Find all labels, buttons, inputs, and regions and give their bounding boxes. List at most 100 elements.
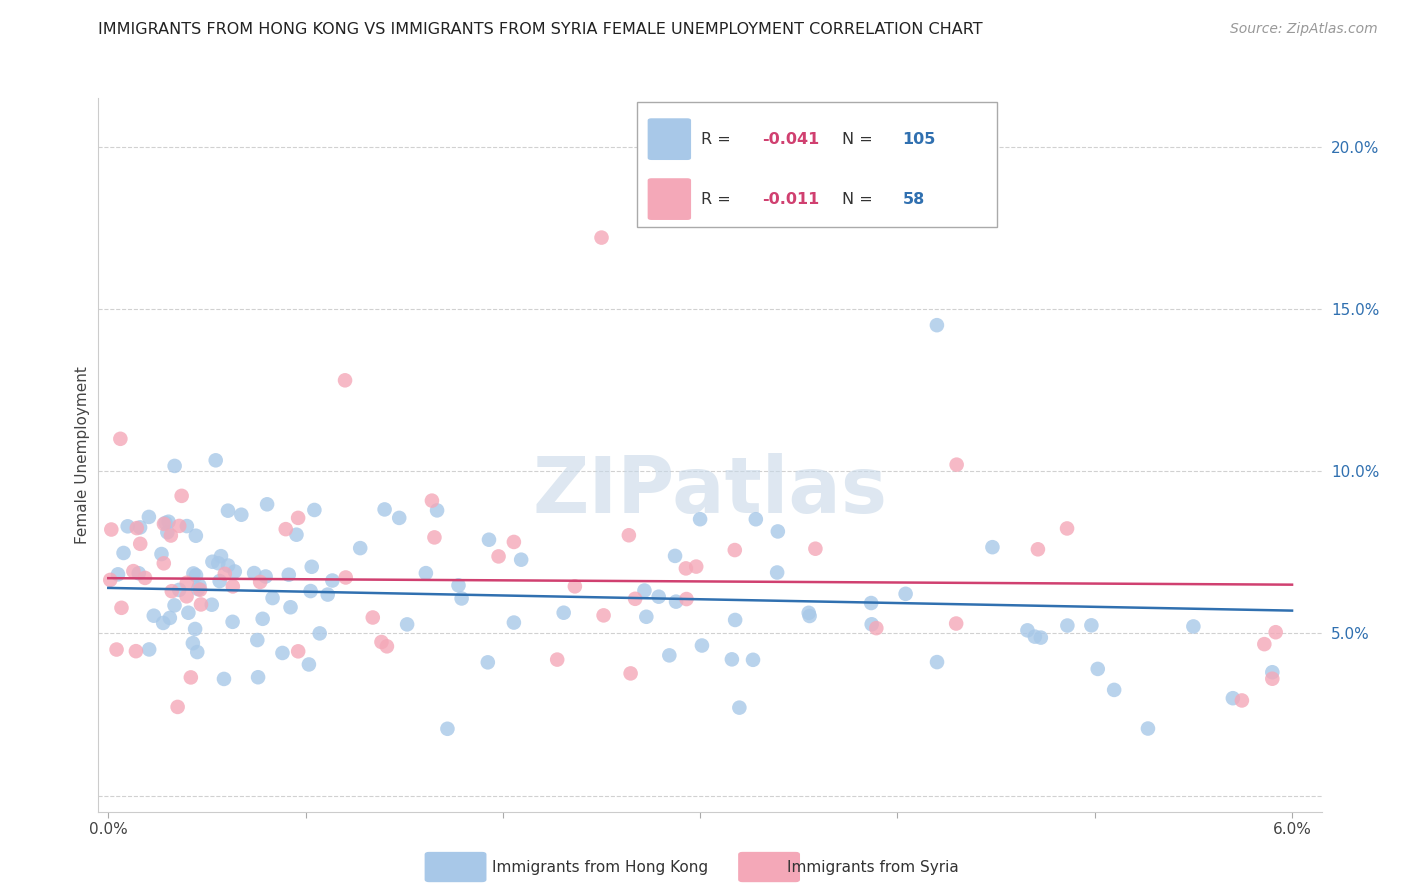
Immigrants from Hong Kong (553, 606, 575, 620)
Immigrants from Syria (134, 571, 156, 585)
Immigrants from Hong Kong (1056, 618, 1078, 632)
Immigrants from Hong Kong (184, 529, 207, 543)
Immigrants from Syria (675, 561, 697, 575)
Immigrants from Hong Kong (254, 569, 277, 583)
Text: Source: ZipAtlas.com: Source: ZipAtlas.com (1230, 22, 1378, 37)
Immigrants from Syria (624, 591, 647, 606)
Immigrants from Hong Kong (138, 510, 160, 524)
Immigrants from Hong Kong (231, 508, 253, 522)
Immigrants from Hong Kong (128, 566, 150, 581)
Immigrants from Hong Kong (271, 646, 294, 660)
Immigrants from Hong Kong (742, 653, 765, 667)
Immigrants from Syria (188, 582, 211, 597)
Immigrants from Hong Kong (186, 645, 208, 659)
Text: ZIPatlas: ZIPatlas (533, 452, 887, 529)
Immigrants from Syria (592, 608, 614, 623)
Immigrants from Hong Kong (262, 591, 284, 605)
Immigrants from Hong Kong (246, 633, 269, 648)
Immigrants from Hong Kong (142, 608, 165, 623)
Immigrants from Hong Kong (163, 599, 186, 613)
Immigrants from Hong Kong (183, 566, 205, 581)
FancyBboxPatch shape (648, 119, 692, 160)
Immigrants from Syria (333, 373, 356, 387)
Immigrants from Hong Kong (247, 670, 270, 684)
Immigrants from Hong Kong (658, 648, 681, 663)
Immigrants from Hong Kong (349, 541, 371, 555)
Immigrants from Hong Kong (184, 568, 207, 582)
Immigrants from Hong Kong (1029, 631, 1052, 645)
Immigrants from Hong Kong (256, 497, 278, 511)
Immigrants from Hong Kong (478, 533, 501, 547)
Immigrants from Hong Kong (212, 672, 235, 686)
Immigrants from Hong Kong (177, 606, 200, 620)
Immigrants from Syria (370, 635, 392, 649)
Immigrants from Hong Kong (1261, 665, 1284, 680)
Immigrants from Hong Kong (187, 582, 209, 596)
Immigrants from Hong Kong (167, 582, 190, 597)
Immigrants from Hong Kong (188, 578, 211, 592)
Immigrants from Hong Kong (860, 596, 883, 610)
Immigrants from Hong Kong (299, 584, 322, 599)
Text: IMMIGRANTS FROM HONG KONG VS IMMIGRANTS FROM SYRIA FEMALE UNEMPLOYMENT CORRELATI: IMMIGRANTS FROM HONG KONG VS IMMIGRANTS … (98, 22, 983, 37)
Immigrants from Syria (287, 644, 309, 658)
Text: -0.011: -0.011 (762, 192, 820, 207)
FancyBboxPatch shape (637, 102, 997, 227)
Immigrants from Hong Kong (112, 546, 135, 560)
Immigrants from Hong Kong (304, 503, 326, 517)
Immigrants from Hong Kong (301, 559, 323, 574)
Immigrants from Hong Kong (176, 519, 198, 533)
Immigrants from Syria (160, 528, 183, 542)
Immigrants from Hong Kong (152, 615, 174, 630)
Immigrants from Syria (1261, 672, 1284, 686)
Immigrants from Hong Kong (308, 626, 330, 640)
Immigrants from Hong Kong (690, 639, 713, 653)
Immigrants from Hong Kong (1222, 691, 1244, 706)
Immigrants from Syria (420, 493, 443, 508)
Immigrants from Hong Kong (224, 565, 246, 579)
Immigrants from Hong Kong (665, 594, 688, 608)
Immigrants from Hong Kong (1024, 630, 1046, 644)
Text: R =: R = (700, 132, 735, 146)
Immigrants from Syria (152, 557, 174, 571)
Immigrants from Syria (222, 579, 245, 593)
Immigrants from Hong Kong (981, 540, 1004, 554)
Immigrants from Syria (287, 511, 309, 525)
Text: 105: 105 (903, 132, 936, 146)
Immigrants from Hong Kong (724, 613, 747, 627)
Immigrants from Syria (1264, 625, 1286, 640)
Immigrants from Hong Kong (426, 503, 449, 517)
Immigrants from Hong Kong (107, 567, 129, 582)
Immigrants from Hong Kong (396, 617, 419, 632)
Immigrants from Hong Kong (689, 512, 711, 526)
Y-axis label: Female Unemployment: Female Unemployment (75, 366, 90, 544)
Immigrants from Syria (685, 559, 707, 574)
Immigrants from Hong Kong (298, 657, 321, 672)
Immigrants from Syria (502, 535, 524, 549)
Immigrants from Syria (617, 528, 640, 542)
Immigrants from Hong Kong (766, 566, 789, 580)
Text: R =: R = (700, 192, 735, 207)
Immigrants from Hong Kong (163, 458, 186, 473)
Immigrants from Syria (176, 590, 198, 604)
Immigrants from Hong Kong (647, 590, 669, 604)
Immigrants from Hong Kong (155, 516, 177, 530)
Immigrants from Hong Kong (217, 504, 239, 518)
Immigrants from Syria (865, 621, 887, 635)
Immigrants from Hong Kong (797, 606, 820, 620)
Immigrants from Hong Kong (280, 600, 302, 615)
Immigrants from Hong Kong (860, 617, 883, 632)
Immigrants from Hong Kong (204, 453, 226, 467)
Immigrants from Hong Kong (321, 574, 343, 588)
Immigrants from Hong Kong (447, 578, 470, 592)
Immigrants from Hong Kong (285, 527, 308, 541)
Immigrants from Syria (125, 644, 148, 658)
Immigrants from Syria (724, 543, 747, 558)
Immigrants from Syria (1026, 542, 1049, 557)
Immigrants from Syria (1230, 693, 1253, 707)
Immigrants from Syria (214, 566, 236, 581)
Immigrants from Hong Kong (1080, 618, 1102, 632)
Immigrants from Syria (591, 230, 613, 244)
Immigrants from Syria (675, 592, 697, 607)
Immigrants from Hong Kong (925, 318, 948, 333)
Immigrants from Hong Kong (1136, 722, 1159, 736)
